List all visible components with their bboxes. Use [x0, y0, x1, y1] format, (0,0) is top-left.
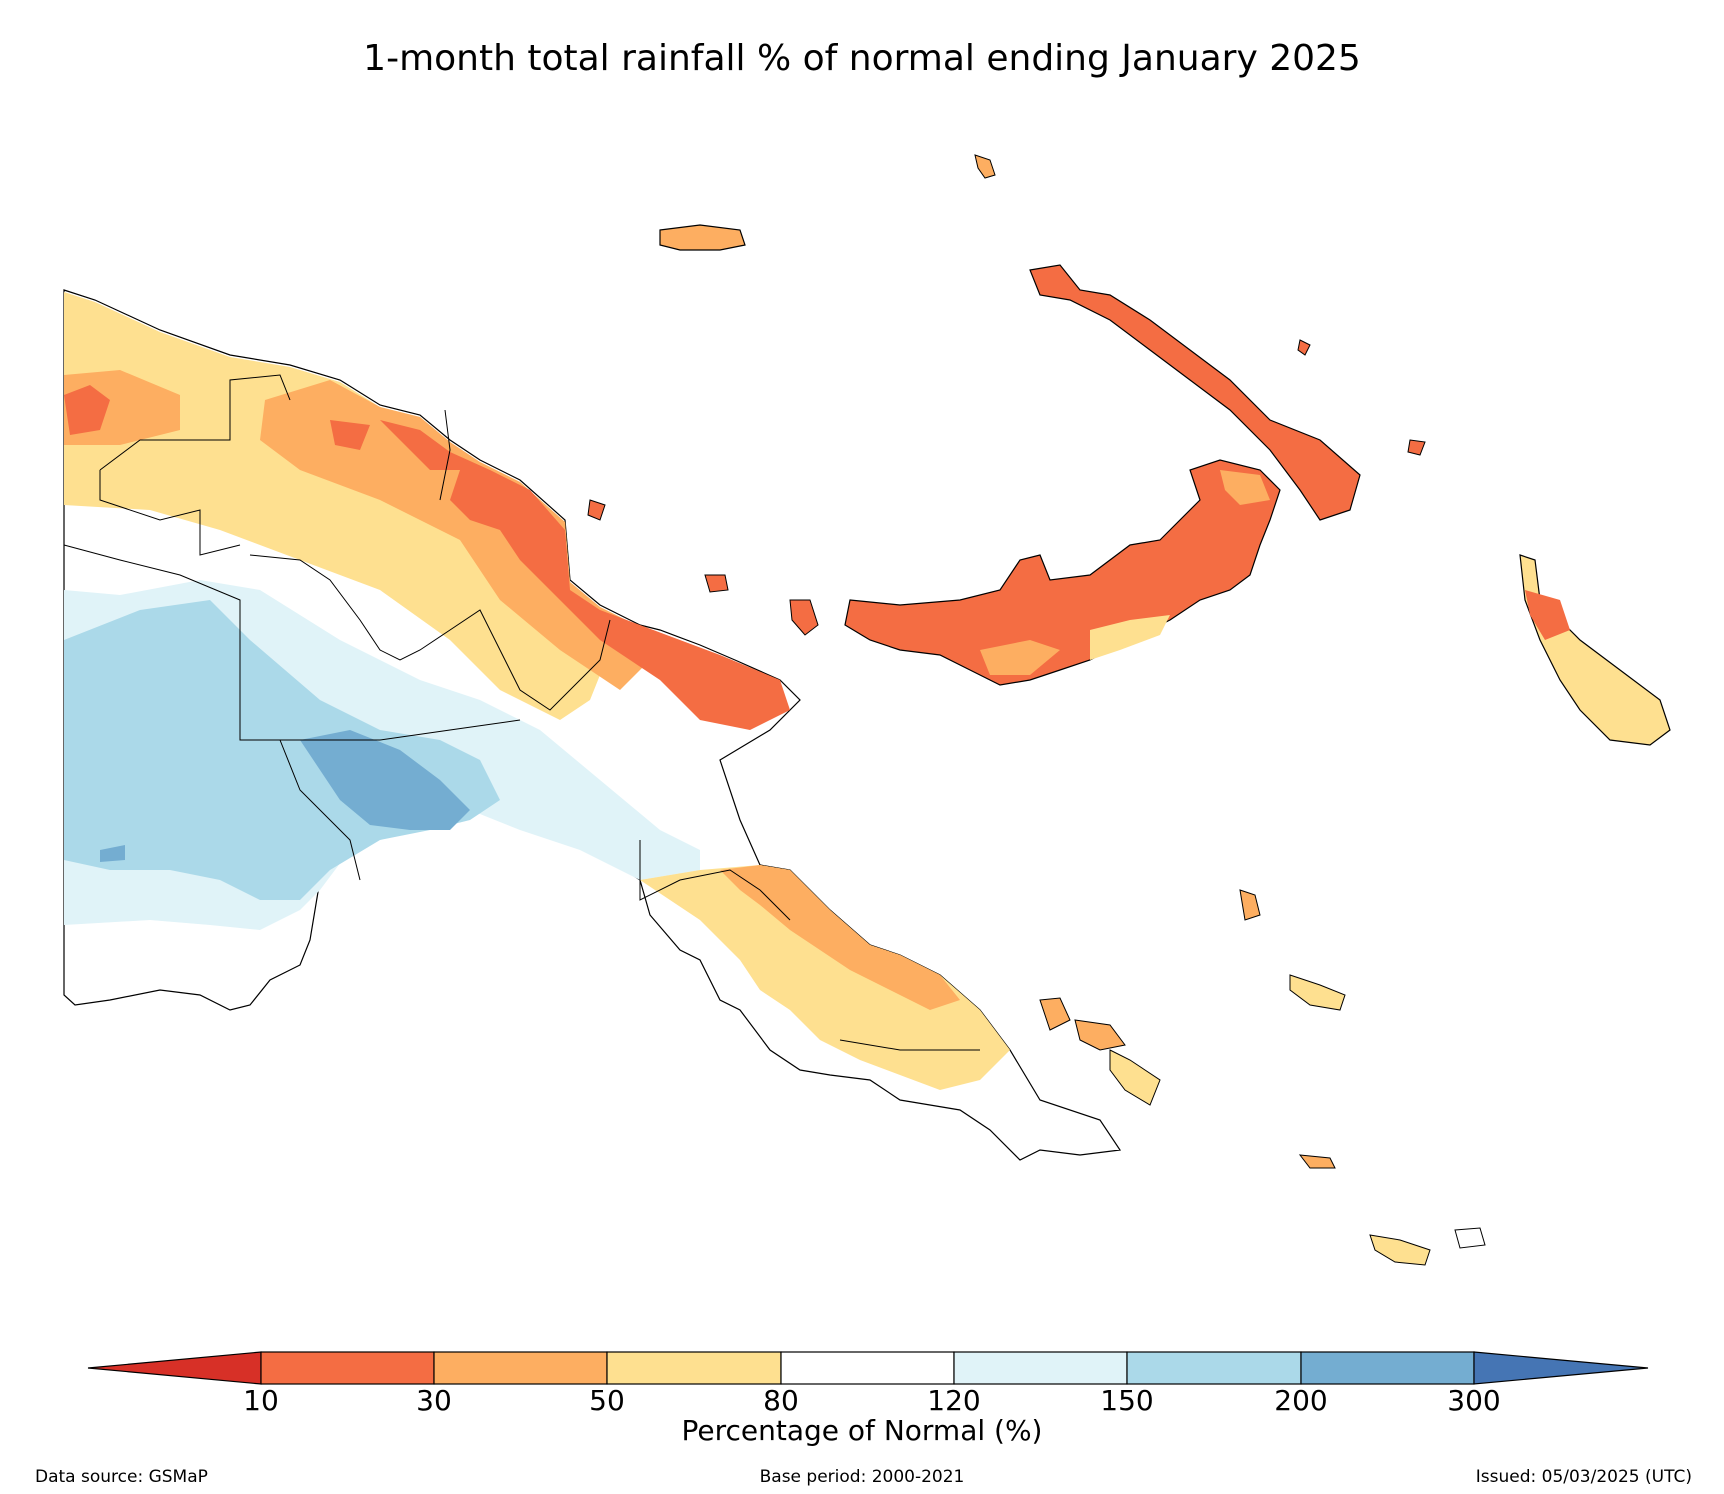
- data-source-note: Data source: GSMaP: [35, 1467, 208, 1487]
- zone-10-30-north: [64, 385, 790, 730]
- zone-30-50-southeast: [720, 865, 960, 1010]
- colorbar-bin-50-80: [606, 1351, 782, 1385]
- new-ireland: [1029, 264, 1361, 521]
- colorbar-bin-150-200: [1126, 1351, 1302, 1385]
- colorbar-bin-10-30: [260, 1351, 435, 1385]
- small-islands: [587, 154, 1486, 1266]
- colorbar-tick-200: 200: [1274, 1384, 1328, 1417]
- new-britain-yellow: [1090, 615, 1170, 660]
- province-borders: [63, 374, 980, 1051]
- mainland: [63, 289, 1122, 1161]
- new-britain: [844, 459, 1281, 686]
- zone-50-80-southeast: [640, 865, 1010, 1090]
- new-britain-land: [844, 459, 1281, 686]
- colorbar-label: Percentage of Normal (%): [681, 1414, 1043, 1447]
- colorbar-bin-120-150: [953, 1351, 1128, 1385]
- bougainville-red: [1525, 590, 1570, 640]
- colorbar-bin-200-300: [1300, 1351, 1475, 1385]
- colorbar-tick-80: 80: [763, 1384, 799, 1417]
- colorbar-bin-80-120: [780, 1351, 955, 1385]
- map-title: 1-month total rainfall % of normal endin…: [363, 38, 1361, 79]
- manus-island: [659, 224, 746, 251]
- new-britain-orange: [980, 470, 1270, 675]
- colorbar-tick-120: 120: [927, 1384, 981, 1417]
- colorbar-tick-10: 10: [243, 1384, 279, 1417]
- zone-200-300-south: [100, 730, 470, 862]
- colorbar-tick-300: 300: [1447, 1384, 1501, 1417]
- zone-50-80-north: [64, 292, 640, 720]
- colorbar-tick-50: 50: [589, 1384, 625, 1417]
- colorbar: [87, 1351, 1649, 1385]
- colorbar-bin-30-50: [433, 1351, 608, 1385]
- colorbar-tick-30: 30: [416, 1384, 452, 1417]
- issued-date-note: Issued: 05/03/2025 (UTC): [1475, 1467, 1692, 1487]
- colorbar-tick-150: 150: [1100, 1384, 1154, 1417]
- colorbar-extend-high: [1473, 1351, 1649, 1385]
- colorbar-extend-low: [87, 1351, 262, 1385]
- base-period-note: Base period: 2000-2021: [759, 1467, 965, 1487]
- bougainville: [1519, 554, 1671, 746]
